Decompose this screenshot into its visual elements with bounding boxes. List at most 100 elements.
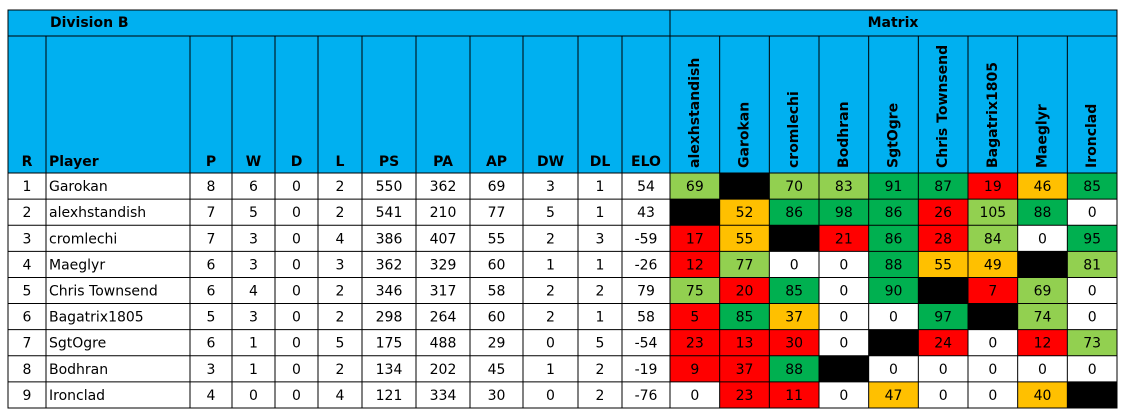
stat-cell: 5 xyxy=(596,336,605,352)
matrix-cell: 0 xyxy=(1038,362,1047,378)
matrix-cell-bg xyxy=(868,303,919,330)
matrix-cell-bg xyxy=(1067,251,1117,278)
player-name: Ironclad xyxy=(49,388,105,404)
stat-cell: 2 xyxy=(336,362,345,378)
matrix-cell-bg xyxy=(719,277,770,304)
matrix-column-header: alexhstandish xyxy=(687,58,703,168)
matrix-cell: 69 xyxy=(1034,284,1052,300)
matrix-column-header: Ironclad xyxy=(1084,104,1100,168)
matrix-cell-bg xyxy=(1067,173,1117,200)
matrix-cell: 0 xyxy=(1088,284,1097,300)
player-name: cromlechi xyxy=(49,231,117,247)
stat-cell: 4 xyxy=(336,231,345,247)
stat-cell: 1 xyxy=(23,179,32,195)
matrix-cell-bg xyxy=(1067,329,1117,356)
stat-cell: 0 xyxy=(292,284,301,300)
stat-cell: 2 xyxy=(546,284,555,300)
stat-cell: 6 xyxy=(23,310,32,326)
matrix-cell: 21 xyxy=(835,231,853,247)
matrix-cell-bg xyxy=(968,251,1018,278)
matrix-cell: 0 xyxy=(988,362,997,378)
matrix-cell-bg xyxy=(769,355,819,382)
stat-cell: 488 xyxy=(430,336,457,352)
matrix-cell-bg xyxy=(868,355,919,382)
matrix-cell: 23 xyxy=(686,336,704,352)
matrix-cell-bg xyxy=(868,199,919,226)
matrix-cell-bg xyxy=(1017,329,1068,356)
matrix-cell: 81 xyxy=(1083,257,1101,273)
matrix-cell: 98 xyxy=(835,205,853,221)
matrix-cell: 9 xyxy=(690,362,699,378)
matrix-cell: 0 xyxy=(988,388,997,404)
stat-cell: -54 xyxy=(635,336,658,352)
stat-cell: 55 xyxy=(488,231,506,247)
matrix-cell-bg xyxy=(819,251,869,278)
stat-cell: 5 xyxy=(336,336,345,352)
matrix-cell: 90 xyxy=(885,284,903,300)
column-header: DL xyxy=(590,154,611,170)
matrix-cell-bg xyxy=(719,199,770,226)
stat-cell: 1 xyxy=(596,257,605,273)
matrix-cell: 85 xyxy=(736,310,754,326)
matrix-cell-bg xyxy=(868,381,919,408)
stat-cell: 0 xyxy=(292,205,301,221)
stat-cell: 3 xyxy=(249,231,258,247)
matrix-cell-bg xyxy=(670,355,720,382)
matrix-column-header: Bodhran xyxy=(836,101,852,168)
matrix-cell-bg xyxy=(670,381,720,408)
matrix-cell-bg xyxy=(819,173,869,200)
matrix-cell-bg xyxy=(968,277,1018,304)
matrix-cell-bg xyxy=(819,303,869,330)
stat-cell: 2 xyxy=(596,362,605,378)
matrix-cell-bg xyxy=(670,303,720,330)
matrix-column-header: cromlechi xyxy=(786,91,802,168)
matrix-cell-bg xyxy=(719,251,770,278)
matrix-cell-bg xyxy=(1017,173,1068,200)
stat-cell: 362 xyxy=(430,179,457,195)
stat-cell: 5 xyxy=(23,284,32,300)
stat-cell: 386 xyxy=(376,231,403,247)
matrix-cell: 5 xyxy=(690,310,699,326)
matrix-cell: 69 xyxy=(686,179,704,195)
matrix-cell: 11 xyxy=(785,388,803,404)
stat-cell: 2 xyxy=(23,205,32,221)
matrix-cell-bg xyxy=(868,329,919,356)
stat-cell: 5 xyxy=(207,310,216,326)
matrix-cell: 0 xyxy=(839,284,848,300)
matrix-cell-bg xyxy=(918,251,968,278)
stat-cell: 58 xyxy=(488,284,506,300)
matrix-cell-bg xyxy=(819,277,869,304)
matrix-cell-bg xyxy=(968,303,1018,330)
stat-cell: 134 xyxy=(376,362,403,378)
matrix-cell: 0 xyxy=(839,388,848,404)
matrix-cell-bg xyxy=(719,329,770,356)
matrix-cell: 55 xyxy=(934,257,952,273)
matrix-cell-bg xyxy=(769,329,819,356)
matrix-cell-bg xyxy=(868,173,919,200)
matrix-cell: 26 xyxy=(934,205,952,221)
stat-cell: 210 xyxy=(430,205,457,221)
stat-cell: -76 xyxy=(635,388,658,404)
matrix-cell-bg xyxy=(868,251,919,278)
stat-cell: 3 xyxy=(23,231,32,247)
matrix-cell-bg xyxy=(670,277,720,304)
stat-cell: 1 xyxy=(596,310,605,326)
matrix-cell: 85 xyxy=(1083,179,1101,195)
matrix-cell: 77 xyxy=(736,257,754,273)
matrix-cell-bg xyxy=(1017,381,1068,408)
stat-cell: 2 xyxy=(336,205,345,221)
stat-cell: 2 xyxy=(546,310,555,326)
matrix-cell-bg xyxy=(918,381,968,408)
matrix-cell: 12 xyxy=(1034,336,1052,352)
matrix-cell-bg xyxy=(1017,199,1068,226)
matrix-cell: 0 xyxy=(1088,205,1097,221)
matrix-cell: 55 xyxy=(736,231,754,247)
stat-cell: 0 xyxy=(546,336,555,352)
matrix-cell-bg xyxy=(719,381,770,408)
stat-cell: 0 xyxy=(249,388,258,404)
column-header: Player xyxy=(49,154,99,170)
stat-cell: 2 xyxy=(336,310,345,326)
matrix-cell-bg xyxy=(1067,303,1117,330)
stat-cell: 264 xyxy=(430,310,457,326)
matrix-cell: 70 xyxy=(785,179,803,195)
